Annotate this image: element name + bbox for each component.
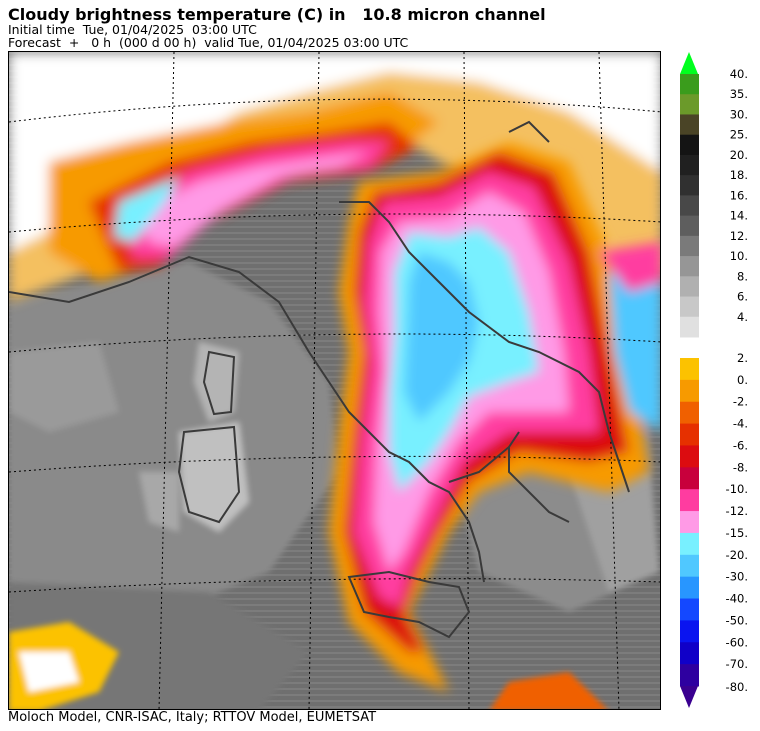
map-title: Cloudy brightness temperature (C) in 10.…: [8, 5, 546, 24]
legend-swatch: [680, 576, 699, 600]
legend-label: 6.: [737, 290, 748, 304]
legend-swatch: [680, 134, 699, 156]
legend-label: 16.: [730, 188, 748, 202]
legend-swatch: [680, 235, 699, 257]
legend-label: -12.: [726, 504, 748, 518]
legend-label: -60.: [726, 635, 748, 649]
graticule: [9, 52, 660, 709]
legend-swatch: [680, 423, 699, 446]
legend-label: -2.: [733, 395, 748, 409]
initial-time-label: Initial time Tue, 01/04/2025 03:00 UTC: [8, 22, 257, 37]
legend-swatch: [680, 215, 699, 237]
legend-label: -4.: [733, 417, 748, 431]
credits: Moloch Model, CNR-ISAC, Italy; RTTOV Mod…: [8, 710, 377, 725]
legend-label: 0.: [737, 373, 748, 387]
legend-swatch: [680, 114, 699, 136]
legend-swatch: [680, 554, 699, 578]
legend-swatch: [680, 358, 699, 381]
legend-swatch: [680, 401, 699, 425]
legend-label: -70.: [726, 657, 748, 671]
legend-swatch: [680, 445, 699, 468]
legend-label: 2.: [737, 351, 748, 365]
legend-swatch: [680, 94, 699, 115]
legend-label: -6.: [733, 438, 748, 452]
legend-label: 30.: [730, 107, 748, 121]
legend-label: -50.: [726, 613, 748, 627]
legend-swatch: [680, 296, 699, 318]
legend-swatch: [680, 511, 699, 534]
legend-swatch: [680, 642, 699, 665]
legend-label: 18.: [730, 168, 748, 182]
legend-label: 4.: [737, 310, 748, 324]
legend-bottom-arrow: [680, 686, 698, 708]
forecast-label: Forecast + 0 h (000 d 00 h) valid Tue, 0…: [8, 35, 409, 50]
southwest-cloud: [9, 622, 607, 709]
legend-label: -8.: [733, 460, 748, 474]
legend-label: 10.: [730, 249, 748, 263]
legend-label: 35.: [730, 87, 748, 101]
legend-swatch: [680, 379, 699, 403]
legend-label-bottom: -80.: [726, 680, 748, 694]
legend-swatch: [680, 467, 699, 490]
legend-swatch: [680, 489, 699, 512]
legend-swatch: [680, 256, 699, 277]
legend-label: 14.: [730, 209, 748, 223]
legend-label: 8.: [737, 269, 748, 283]
legend-label: -30.: [726, 570, 748, 584]
legend-label: 40.: [730, 67, 748, 81]
legend-swatch: [680, 74, 699, 95]
legend-top-arrow: [680, 52, 698, 74]
legend-label: -20.: [726, 548, 748, 562]
coastlines: [9, 120, 630, 639]
legend-swatch: [680, 664, 699, 687]
legend-swatch: [680, 598, 699, 621]
legend-swatch: [680, 316, 699, 338]
legend-swatch: [680, 195, 699, 217]
satellite-map: [8, 51, 661, 710]
legend-swatch: [680, 620, 699, 643]
legend-label: 25.: [730, 128, 748, 142]
alpine-cloud: [9, 52, 660, 302]
legend-label: -40.: [726, 592, 748, 606]
legend-swatch: [680, 532, 699, 556]
legend-swatch: [680, 154, 699, 176]
legend-swatch: [680, 276, 699, 298]
legend-swatch: [680, 175, 699, 196]
legend-label: 20.: [730, 148, 748, 162]
legend-label: -15.: [726, 526, 748, 540]
legend-label: 12.: [730, 229, 748, 243]
legend-label: -10.: [726, 482, 748, 496]
